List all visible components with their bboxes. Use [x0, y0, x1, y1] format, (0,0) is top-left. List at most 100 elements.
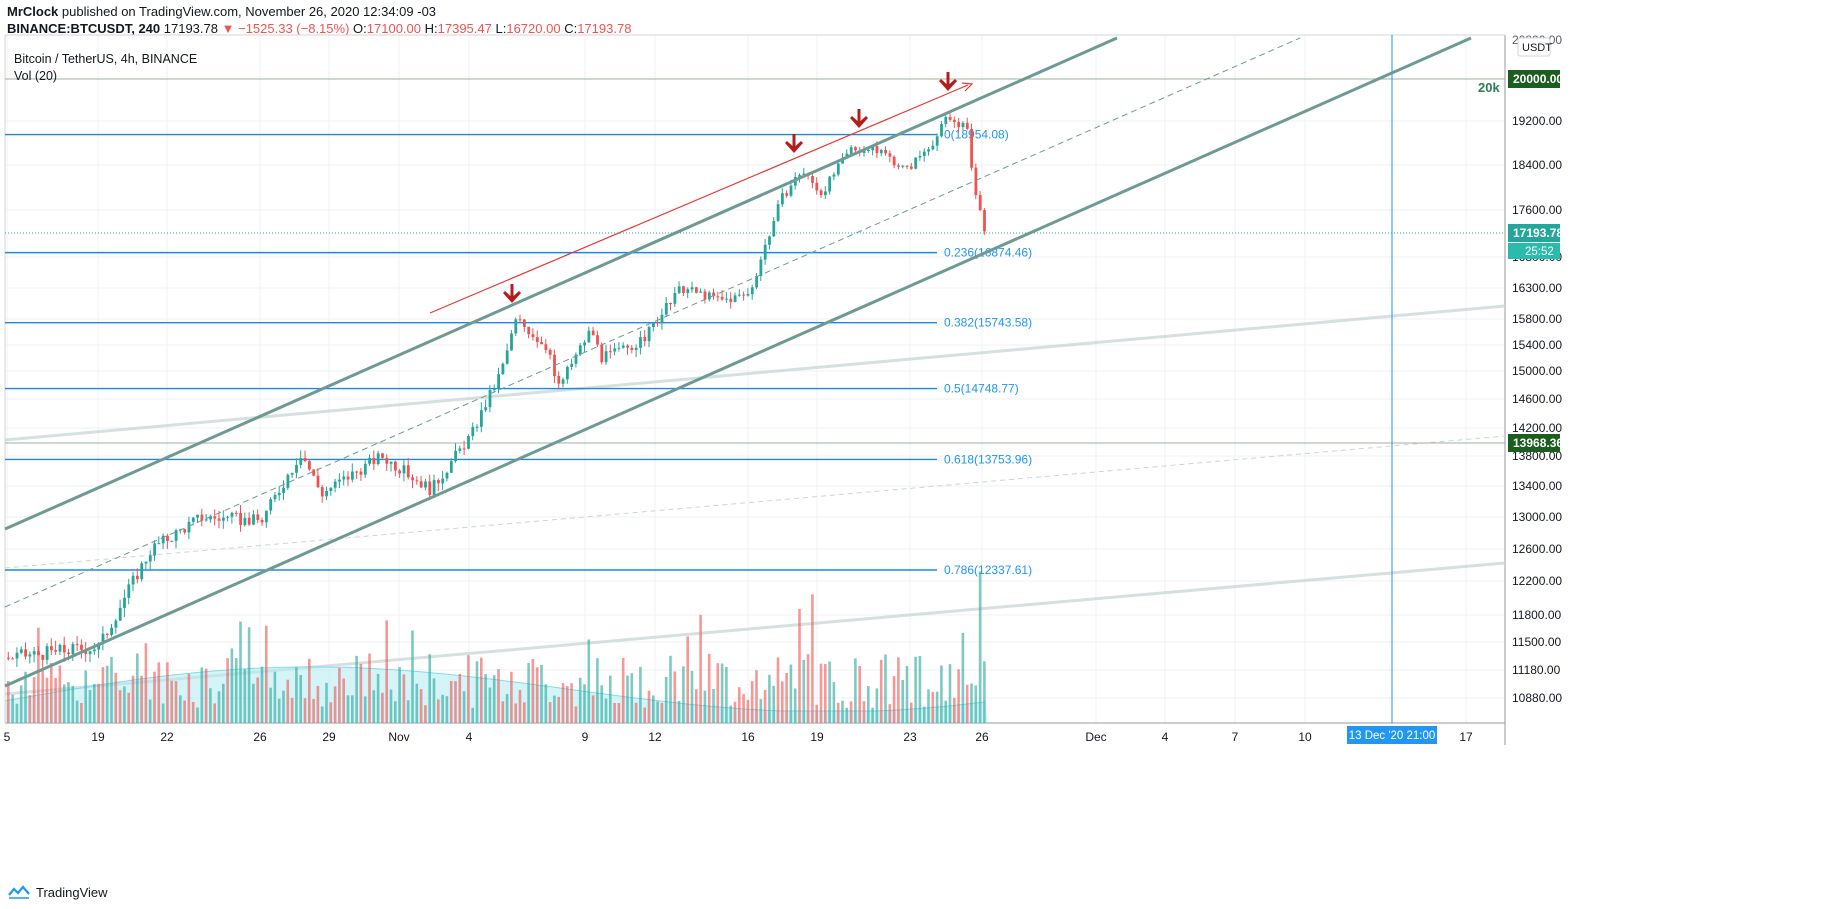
candle-body: [729, 298, 733, 302]
volume-bar: [793, 688, 797, 723]
volume-bar: [359, 663, 363, 723]
volume-bar: [828, 661, 831, 723]
volume-bar: [148, 699, 152, 723]
candle-body: [402, 465, 406, 474]
volume-bar: [191, 702, 195, 723]
candle-body: [918, 156, 922, 158]
candle-body: [759, 259, 763, 276]
candle-body: [781, 193, 784, 205]
candle-body: [114, 620, 118, 628]
candle-body: [910, 166, 913, 169]
volume-bar: [759, 699, 763, 723]
volume-bar: [776, 657, 780, 723]
candle-body: [669, 303, 672, 304]
candle-body: [970, 129, 973, 168]
time-axis-label: 23: [903, 730, 917, 744]
candle-body: [338, 479, 341, 482]
price-axis-label: 11500.00: [1512, 635, 1561, 649]
volume-bar: [282, 690, 285, 723]
volume-bar: [553, 695, 556, 723]
volume-bar: [381, 692, 384, 723]
level-20k-badge-bg: [1508, 70, 1560, 88]
candle-body: [578, 345, 582, 355]
volume-bar: [621, 658, 625, 723]
candle-body: [948, 117, 952, 120]
volume-bar: [84, 670, 87, 723]
candle-body: [381, 453, 384, 458]
candle-body: [514, 319, 518, 334]
volume-bar: [871, 707, 874, 723]
volume-bar: [652, 695, 655, 723]
candle-body: [647, 327, 651, 342]
candle-body: [815, 182, 819, 191]
volume-bar: [561, 683, 565, 723]
candle-body: [15, 652, 19, 659]
candle-body: [501, 363, 505, 375]
time-axis-label: 4: [466, 730, 473, 744]
volume-bar: [707, 653, 711, 723]
volume-bar: [157, 662, 161, 723]
volume-bar: [944, 700, 947, 723]
volume-bar: [785, 673, 788, 723]
candle-body: [591, 330, 595, 336]
volume-bar: [677, 700, 681, 723]
candle-body: [879, 150, 883, 154]
volume-bar: [974, 685, 978, 723]
volume-bar: [720, 663, 724, 723]
candle-body: [789, 185, 793, 196]
candle-body: [419, 481, 423, 488]
candle-body: [428, 481, 432, 495]
volume-bar: [346, 695, 350, 723]
volume-bar: [475, 661, 479, 723]
volume-bar: [918, 656, 922, 723]
time-axis-label: 4: [1162, 730, 1169, 744]
candle-body: [927, 149, 930, 152]
footer-brand[interactable]: TradingView: [36, 884, 108, 900]
fib-level-label: 0.618(13753.96): [944, 452, 1032, 466]
candle-body: [406, 465, 410, 478]
candle-body: [901, 165, 905, 167]
open-value: 17100.00: [366, 21, 422, 36]
candle-body: [449, 461, 453, 473]
volume-bar: [544, 684, 548, 723]
price-change: ▼ −1525.33 (−8.15%): [221, 21, 350, 36]
candle-body: [209, 516, 212, 520]
volume-bar: [62, 684, 66, 723]
candle-body: [596, 335, 599, 345]
volume-bar: [11, 694, 14, 723]
countdown-badge-bg: [1508, 243, 1560, 259]
volume-bar: [535, 667, 539, 723]
candle-body: [243, 517, 247, 526]
author-name[interactable]: MrClock: [7, 4, 59, 19]
candle-body: [11, 658, 15, 660]
time-axis-label: 17: [1459, 730, 1473, 744]
volume-bar: [647, 690, 651, 723]
volume-bar: [540, 665, 543, 723]
volume-bar: [763, 690, 767, 723]
candle-body: [497, 374, 500, 389]
candle-body: [329, 487, 333, 491]
volume-bar: [557, 696, 560, 723]
candle-body: [174, 530, 178, 541]
volume-bar: [613, 703, 616, 723]
candle-body: [118, 607, 122, 621]
volume-bar: [170, 680, 173, 723]
candle-body: [746, 294, 750, 296]
candle-body: [540, 342, 543, 345]
candle-body: [67, 652, 70, 655]
candle-body: [557, 376, 561, 384]
volume-bar: [892, 676, 896, 723]
candle-body: [686, 289, 690, 293]
volume-bar: [50, 663, 53, 723]
candle-body: [656, 322, 660, 324]
tradingview-logo-icon: [8, 885, 30, 899]
candle-body: [454, 450, 457, 462]
candle-body: [892, 156, 896, 166]
candle-body: [368, 457, 371, 464]
volume-bar: [922, 706, 926, 723]
candle-body: [385, 457, 389, 464]
candle-body: [123, 597, 126, 608]
volume-bar: [312, 699, 315, 723]
volume-bar: [660, 702, 664, 723]
